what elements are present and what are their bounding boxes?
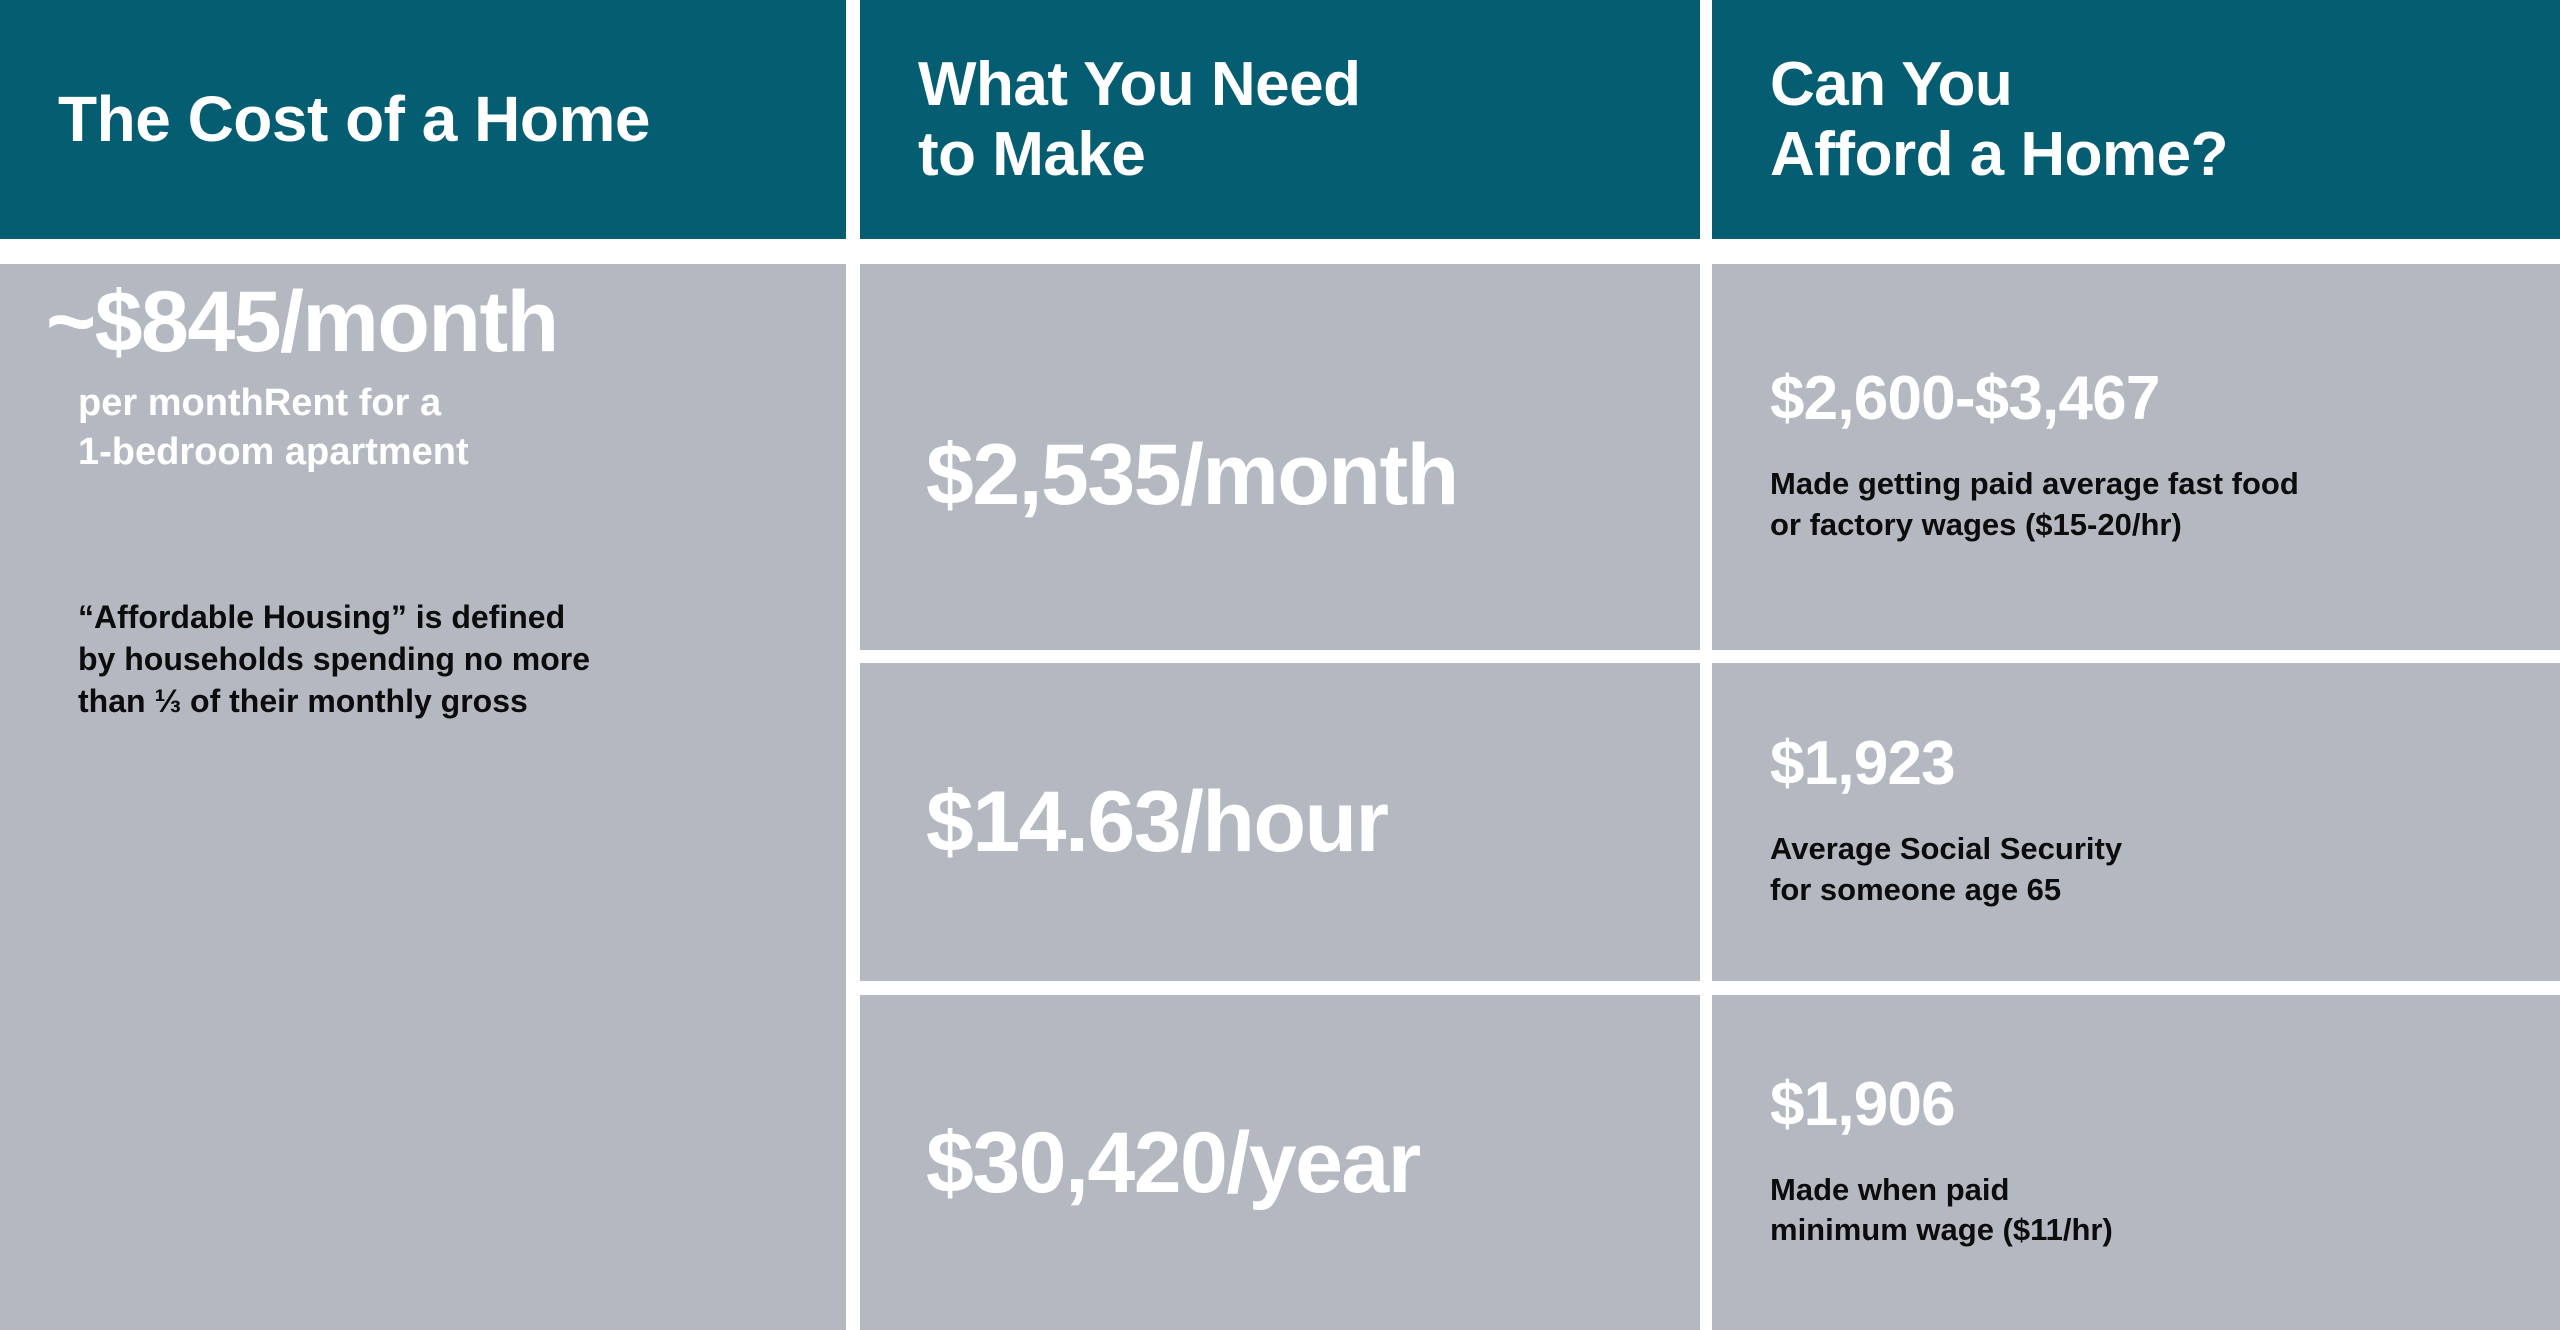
afford-fast-food-wages-note: Made getting paid average fast food or f… (1770, 466, 2299, 542)
cell-afford-minimum-wage: $1,906 Made when paid minimum wage ($11/… (1712, 995, 2560, 1330)
rent-subline-description: per monthRent for a 1-bedroom apartment (78, 382, 469, 473)
rent-stat-block: ~$845/month per monthRent for a 1-bedroo… (46, 279, 826, 476)
cell-afford-social-security: $1,923 Average Social Security for someo… (1712, 663, 2560, 981)
afford-fast-food-wages-inner: $2,600-$3,467 Made getting paid average … (1770, 368, 2536, 546)
column-2-header-title: What You Need to Make (918, 50, 1361, 189)
rent-headline-value: ~$845/month (46, 274, 559, 370)
needed-income-monthly-value: $2,535/month (926, 427, 1459, 523)
affordable-housing-definition-footnote: “Affordable Housing” is defined by house… (78, 599, 591, 720)
cell-needed-income-hourly: $14.63/hour (860, 663, 1700, 981)
needed-income-hourly-value: $14.63/hour (926, 774, 1389, 870)
cell-afford-fast-food-wages: $2,600-$3,467 Made getting paid average … (1712, 264, 2560, 650)
afford-fast-food-wages-value: $2,600-$3,467 (1770, 364, 2160, 434)
cell-cost-of-a-home: ~$845/month per monthRent for a 1-bedroo… (0, 264, 846, 1330)
header-cell-cost-of-a-home: The Cost of a Home (0, 0, 846, 239)
afford-minimum-wage-value: $1,906 (1770, 1069, 1956, 1139)
afford-minimum-wage-note: Made when paid minimum wage ($11/hr) (1770, 1171, 2113, 1248)
cell-needed-income-yearly: $30,420/year (860, 995, 1700, 1330)
column-1-header-title: The Cost of a Home (58, 82, 650, 155)
column-3-header-title: Can You Afford a Home? (1770, 50, 2229, 189)
afford-social-security-note: Average Social Security for someone age … (1770, 831, 2123, 907)
body-grid: ~$845/month per monthRent for a 1-bedroo… (0, 264, 2560, 1330)
header-row: The Cost of a Home What You Need to Make… (0, 0, 2560, 239)
header-cell-what-you-need-to-make: What You Need to Make (860, 0, 1700, 239)
afford-minimum-wage-inner: $1,906 Made when paid minimum wage ($11/… (1770, 1069, 2536, 1252)
header-cell-can-you-afford-a-home: Can You Afford a Home? (1712, 0, 2560, 239)
afford-social-security-inner: $1,923 Average Social Security for someo… (1770, 733, 2536, 911)
afford-social-security-value: $1,923 (1770, 729, 1956, 799)
cell-needed-income-monthly: $2,535/month (860, 264, 1700, 650)
needed-income-yearly-value: $30,420/year (926, 1114, 1421, 1211)
